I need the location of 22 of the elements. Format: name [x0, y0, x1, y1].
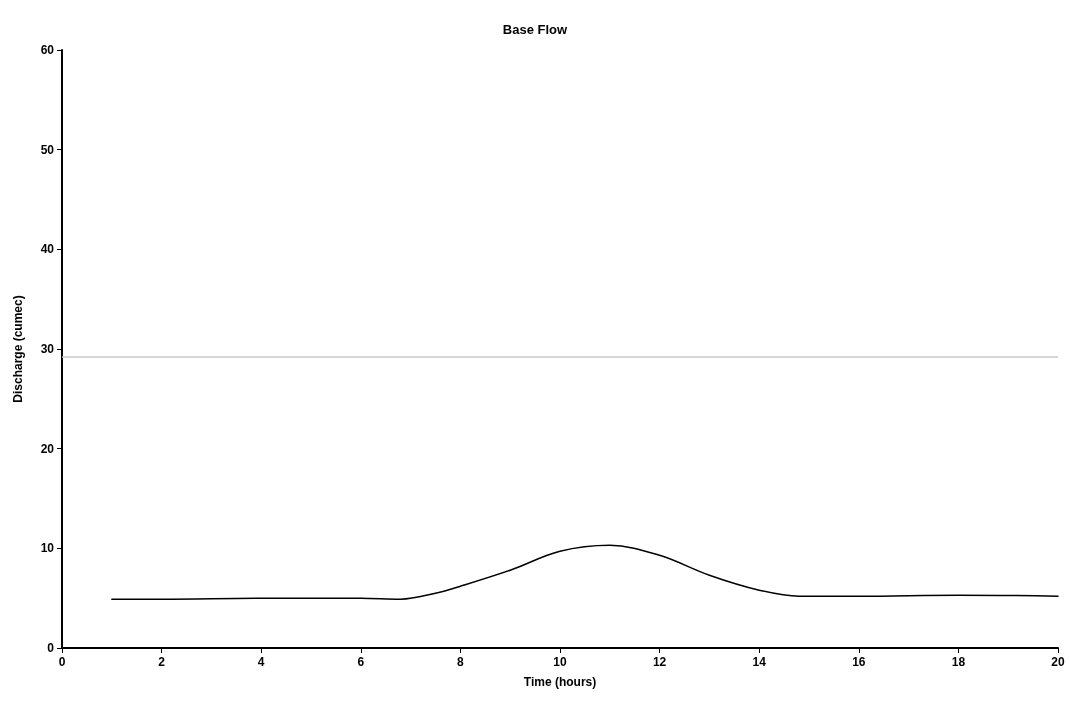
y-tick-label: 30 — [40, 342, 55, 356]
y-tick-label: 20 — [40, 441, 55, 456]
y-axis-title: Discharge (cumec) — [11, 295, 25, 403]
x-tick-label: 16 — [852, 655, 866, 669]
x-axis-title: Time (hours) — [523, 675, 597, 689]
y-tick-label: 60 — [40, 43, 55, 57]
x-tick-label: 18 — [951, 655, 966, 669]
x-tick-label: 0 — [58, 655, 66, 669]
x-tick-label: 20 — [1051, 655, 1065, 669]
y-tick-label: 50 — [40, 142, 55, 157]
y-tick-label: 10 — [40, 541, 55, 556]
x-tick-label: 4 — [257, 655, 265, 669]
x-tick-label: 8 — [457, 655, 465, 669]
x-tick-label: 6 — [357, 655, 365, 669]
line-series — [111, 544, 1059, 600]
chart-title: Base Flow — [502, 22, 569, 37]
x-tick-label: 10 — [553, 655, 567, 669]
x-tick-label: 12 — [652, 655, 667, 669]
y-tick-label: 0 — [47, 641, 55, 655]
x-tick-label: 2 — [158, 655, 166, 669]
x-tick-label: 14 — [752, 655, 767, 669]
y-tick-label: 40 — [40, 242, 55, 257]
